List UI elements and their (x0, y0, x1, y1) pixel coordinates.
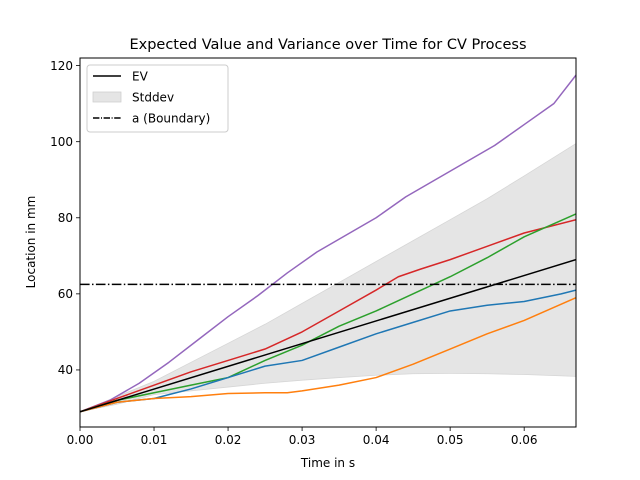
legend-stddev-swatch (92, 91, 122, 103)
y-tick-label: 40 (58, 363, 73, 377)
ev-line (80, 258, 576, 413)
y-tick-label: 80 (58, 211, 73, 225)
series-layer (80, 74, 576, 413)
x-tick-label: 0.01 (141, 433, 168, 447)
y-axis: 40 60 80 100 120 (50, 59, 80, 377)
y-tick-label: 100 (50, 135, 73, 149)
x-tick-label: 0.04 (363, 433, 390, 447)
x-tick-label: 0.03 (289, 433, 316, 447)
stddev-band-layer (80, 143, 576, 413)
x-tick-label: 0.02 (215, 433, 242, 447)
series-line-2 (80, 218, 576, 413)
x-axis-label: Time in s (300, 456, 355, 470)
series-line-4 (80, 289, 576, 413)
x-tick-label: 0.00 (67, 433, 94, 447)
legend-stddev-label: Stddev (132, 91, 174, 105)
plot-frame (79, 57, 577, 428)
x-tick-label: 0.06 (511, 433, 538, 447)
series-line-3 (80, 213, 576, 413)
legend-boundary-label: a (Boundary) (132, 112, 210, 126)
x-axis: 0.00 0.01 0.02 0.03 0.04 0.05 0.06 (67, 427, 538, 447)
legend-ev-label: EV (132, 70, 149, 84)
y-tick-label: 120 (50, 59, 73, 73)
stddev-band (80, 143, 576, 413)
series-line-1 (80, 74, 576, 413)
chart-title: Expected Value and Variance over Time fo… (129, 37, 526, 53)
x-tick-label: 0.05 (437, 433, 464, 447)
y-axis-label: Location in mm (24, 196, 38, 289)
series-line-5 (80, 296, 576, 413)
y-tick-label: 60 (58, 287, 73, 301)
ev-layer (80, 258, 576, 413)
legend-box (86, 64, 229, 133)
legend: EV Stddev a (Boundary) (86, 64, 229, 133)
